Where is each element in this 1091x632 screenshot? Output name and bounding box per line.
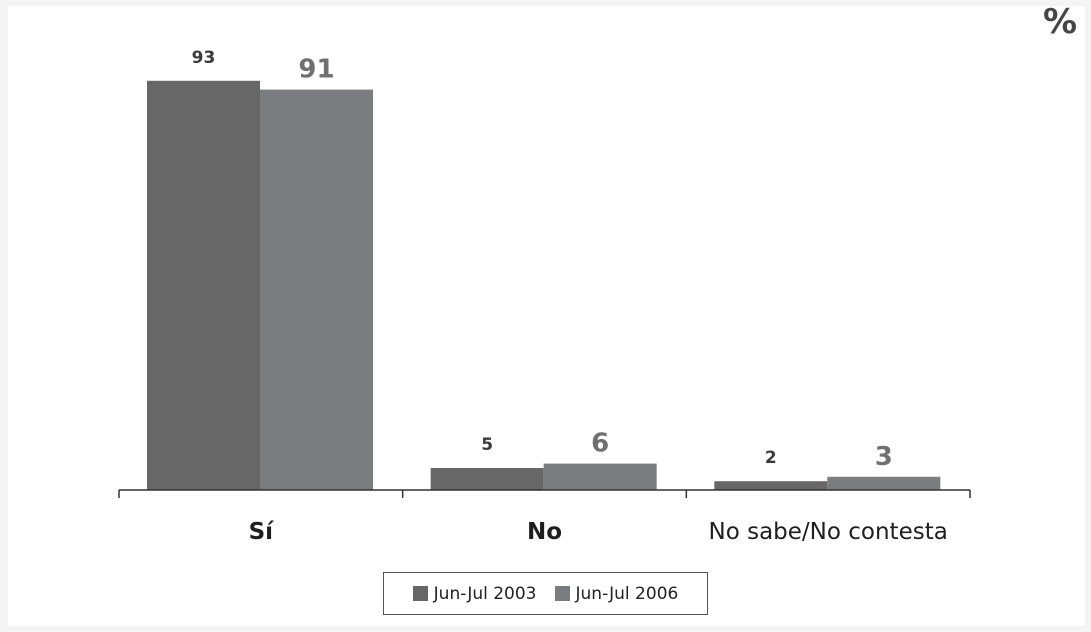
bar-series2-1	[543, 463, 657, 490]
bar-series2-2	[827, 476, 941, 490]
legend-label-series1: Jun-Jul 2003	[433, 583, 537, 604]
data-label-series1-2: 2	[765, 448, 777, 468]
data-label-series2-2: 3	[875, 442, 893, 472]
legend: Jun-Jul 2003 Jun-Jul 2006	[383, 572, 708, 615]
bar-series1-1	[430, 468, 544, 490]
legend-label-series2: Jun-Jul 2006	[575, 583, 679, 604]
data-label-series1-0: 93	[192, 48, 216, 68]
legend-item-series1: Jun-Jul 2003	[412, 583, 537, 604]
data-label-series2-1: 6	[591, 429, 609, 459]
category-label-0: Sí	[249, 519, 275, 545]
category-label-2: No sabe/No contesta	[709, 519, 948, 545]
bar-series2-0	[260, 89, 373, 490]
legend-swatch-series2	[554, 586, 570, 601]
category-label-1: No	[527, 519, 562, 545]
data-label-series2-0: 91	[298, 55, 334, 85]
unit-label: %	[1043, 2, 1078, 42]
data-label-series1-1: 5	[481, 435, 493, 455]
legend-item-series2: Jun-Jul 2006	[554, 583, 679, 604]
legend-swatch-series1	[412, 586, 428, 601]
bar-series1-2	[714, 481, 828, 490]
bar-series1-0	[147, 80, 260, 491]
